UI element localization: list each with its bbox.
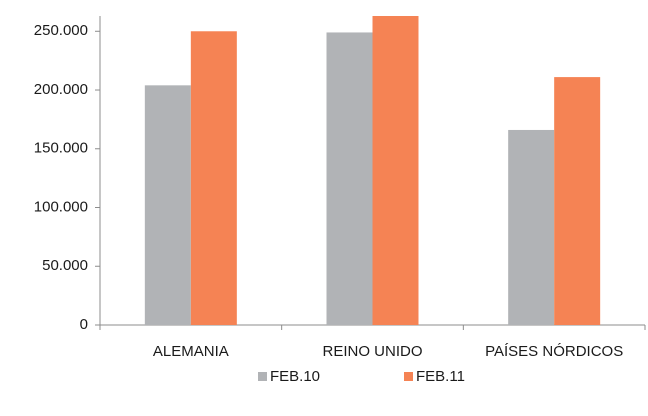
bar — [144, 85, 191, 325]
x-tick-label: ALEMANIA — [153, 343, 229, 360]
y-tick-label: 150.000 — [34, 140, 88, 157]
y-tick-label: 0 — [80, 316, 88, 333]
legend-label: FEB.10 — [270, 368, 320, 385]
legend-swatch — [404, 372, 413, 381]
x-tick-label: REINO UNIDO — [322, 343, 422, 360]
bar — [554, 77, 601, 325]
bar — [508, 129, 555, 325]
legend-swatch — [258, 372, 267, 381]
y-tick-label: 50.000 — [42, 257, 88, 274]
bar — [326, 32, 373, 325]
y-tick-label: 250.000 — [34, 22, 88, 39]
bar — [372, 16, 419, 325]
y-tick-label: 100.000 — [34, 198, 88, 215]
bar — [190, 31, 237, 325]
x-tick-label: PAÍSES NÓRDICOS — [485, 343, 623, 360]
y-tick-label: 200.000 — [34, 81, 88, 98]
legend-label: FEB.11 — [416, 368, 465, 385]
